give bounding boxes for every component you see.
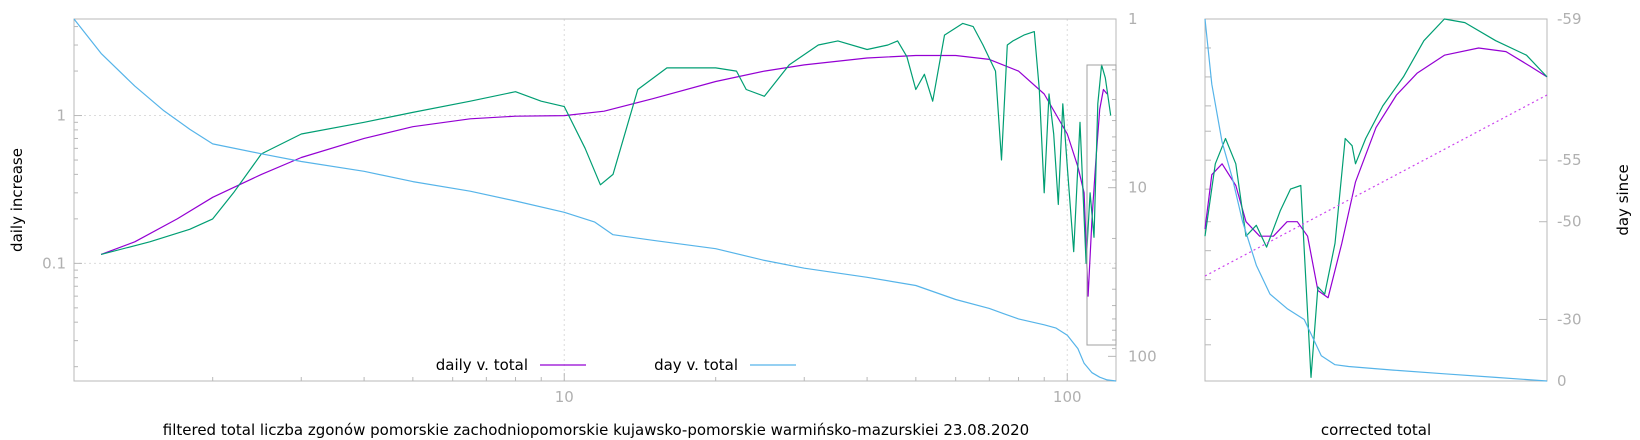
right-panel: -59 -55 -50 -30 0 corrected total day since (1204, 10, 1632, 439)
y2-tick-label: 10 (1128, 179, 1147, 197)
series-line-filtered-1 (100, 22, 1112, 264)
right-x-axis-title: corrected total (1321, 421, 1431, 439)
right-series-line-2 (1204, 18, 1548, 382)
right-series (1204, 18, 1548, 382)
right-series-line-1 (1204, 18, 1548, 378)
y2-tick-label: 1 (1128, 10, 1138, 28)
y2-tick-label: 100 (1128, 347, 1157, 365)
right-y2-tick-label: -59 (1557, 10, 1582, 28)
right-y2-tick-label: -55 (1557, 151, 1582, 169)
series-line-day-v-total (73, 18, 1117, 382)
y-tick-label: 0.1 (42, 254, 66, 272)
left-y-axis-title: daily increase (8, 148, 26, 252)
right-ticks: -59 -55 -50 -30 0 (1205, 10, 1582, 390)
right-y-axis-title: day since (1614, 164, 1632, 235)
left-ticks: 10 100 1 0.1 1 10 100 (42, 10, 1157, 406)
legend-label-daily-v-total: daily v. total (436, 356, 528, 374)
left-grid (74, 19, 1116, 381)
y-tick-label: 1 (56, 107, 66, 125)
left-series (73, 18, 1117, 382)
series-line-daily-v-total (100, 54, 1108, 297)
right-y2-tick-label: -50 (1557, 213, 1582, 231)
x-tick-label: 10 (555, 388, 574, 406)
legend: daily v. total day v. total (436, 356, 796, 374)
left-x-axis-title: filtered total liczba zgonów pomorskie z… (163, 421, 1029, 439)
right-plot-frame (1204, 18, 1548, 382)
right-y2-tick-label: 0 (1557, 372, 1567, 390)
x-tick-label: 100 (1053, 388, 1082, 406)
left-panel: 10 100 1 0.1 1 10 100 daily increase filtered … (8, 10, 1157, 439)
legend-label-day-v-total: day v. total (654, 356, 738, 374)
right-y2-tick-label: -30 (1557, 310, 1582, 328)
